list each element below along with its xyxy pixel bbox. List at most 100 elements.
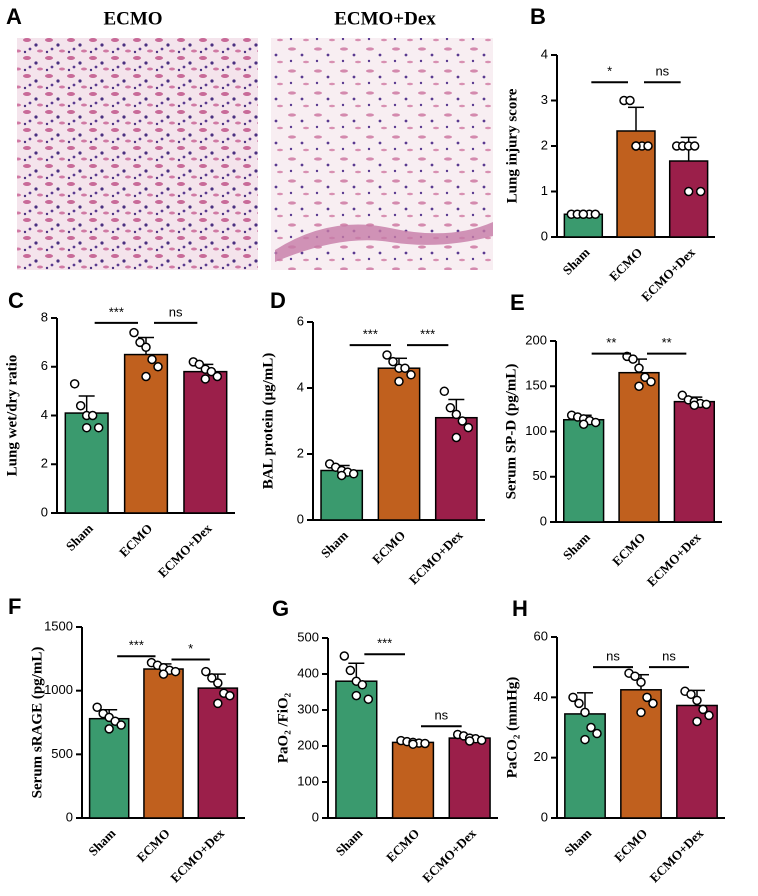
data-point: [400, 363, 410, 373]
y-tick-label: 2: [541, 137, 548, 152]
x-tick-label: Sham: [561, 826, 594, 859]
data-point: [357, 680, 368, 690]
x-tick-label: ECMO: [609, 530, 648, 569]
y-tick-label: 500: [297, 629, 319, 644]
data-point: [586, 722, 596, 733]
data-point: [692, 695, 702, 706]
x-tick-label: ECMO+Dex: [406, 527, 466, 587]
data-point: [141, 342, 151, 352]
data-point: [213, 698, 223, 709]
data-point: [158, 669, 169, 679]
x-tick-label: ECMO: [116, 521, 155, 560]
data-point: [634, 363, 644, 373]
y-tick-label: 4: [41, 407, 48, 422]
bar: [618, 371, 660, 523]
histology-image: [17, 38, 258, 270]
significance-label: ns: [655, 64, 669, 79]
y-tick-label: 0: [541, 228, 548, 243]
airway: [275, 222, 493, 262]
y-axis-label: PaO₂ /FiO₂: [275, 692, 291, 763]
data-point: [225, 691, 235, 701]
data-point: [201, 666, 211, 677]
data-point: [463, 422, 474, 433]
y-tick-label: 3: [541, 92, 548, 107]
data-point: [625, 95, 635, 106]
x-tick-label: ECMO+Dex: [155, 520, 215, 580]
data-point: [351, 690, 362, 701]
bar: [377, 367, 421, 521]
y-axis-label: PaCO₂ (mmHg): [504, 677, 520, 779]
data-point: [634, 381, 644, 391]
y-axis-label: Lung wet/dry ratio: [4, 355, 20, 477]
x-tick-label: ECMO: [134, 826, 173, 865]
data-point: [689, 400, 700, 411]
significance-label: *: [607, 64, 612, 79]
data-point: [336, 470, 347, 481]
significance-label: ***: [129, 638, 144, 653]
data-point: [394, 376, 404, 387]
data-point: [129, 327, 139, 338]
data-point: [630, 671, 640, 681]
data-point: [408, 739, 418, 749]
y-tick-label: 4: [541, 46, 548, 61]
data-point: [631, 141, 641, 151]
y-tick-label: 8: [41, 309, 48, 324]
y-tick-label: 400: [297, 665, 319, 680]
data-point: [580, 707, 590, 718]
x-tick-label: ECMO+Dex: [638, 244, 698, 304]
data-point: [578, 209, 589, 219]
data-point: [135, 337, 145, 348]
panel-label: G: [272, 596, 289, 621]
data-point: [704, 710, 714, 721]
x-tick-label: Sham: [559, 245, 592, 278]
data-point: [686, 689, 696, 700]
data-point: [590, 417, 601, 428]
x-tick-label: ECMO: [383, 826, 422, 865]
y-axis-label: Serum sRAGE (pg/mL): [29, 647, 45, 799]
y-axis-label: BAL protein (μg/mL): [260, 353, 276, 490]
x-tick-label: ECMO: [611, 826, 650, 865]
significance-label: *: [188, 641, 193, 656]
significance-label: ***: [420, 327, 435, 342]
significance-label: **: [662, 335, 672, 350]
significance-label: ns: [662, 649, 676, 664]
y-tick-label: 1000: [44, 682, 73, 697]
data-point: [147, 354, 157, 365]
significance-label: ns: [606, 649, 620, 664]
data-point: [382, 350, 392, 360]
y-tick-label: 1: [541, 183, 548, 198]
data-point: [451, 409, 462, 420]
data-point: [646, 376, 656, 387]
y-tick-label: 2: [297, 445, 304, 460]
y-tick-label: 40: [534, 689, 548, 704]
data-point: [574, 698, 584, 709]
data-point: [69, 379, 80, 389]
data-point: [445, 403, 456, 413]
y-tick-label: 500: [51, 746, 73, 761]
bar: [335, 680, 378, 819]
panel-label: C: [8, 288, 24, 313]
bar: [88, 717, 130, 819]
y-tick-label: 0: [541, 809, 548, 824]
y-tick-label: 2: [41, 456, 48, 471]
data-point: [153, 362, 163, 372]
significance-label: ***: [363, 327, 378, 342]
data-point: [194, 359, 205, 370]
y-tick-label: 0: [41, 504, 48, 519]
data-point: [348, 469, 359, 479]
bar: [197, 687, 239, 819]
panel-label: B: [530, 4, 546, 29]
y-tick-label: 200: [525, 332, 547, 347]
data-point: [388, 356, 398, 367]
data-point: [87, 410, 98, 421]
y-tick-label: 1500: [44, 618, 73, 633]
y-tick-label: 200: [297, 737, 319, 752]
y-tick-label: 6: [41, 358, 48, 373]
significance-label: **: [606, 335, 616, 350]
data-point: [683, 186, 694, 197]
y-tick-label: 100: [297, 773, 319, 788]
data-point: [116, 720, 126, 730]
data-point: [695, 186, 706, 197]
significance-label: ns: [169, 304, 183, 319]
